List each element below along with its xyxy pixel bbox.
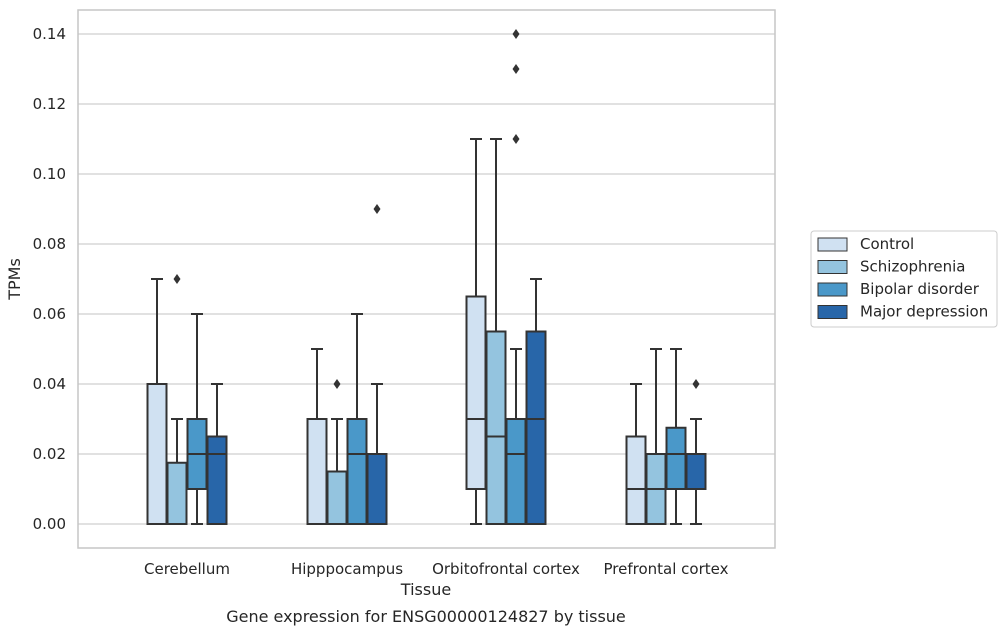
y-tick-label: 0.14	[33, 25, 66, 43]
outlier-point	[512, 134, 520, 144]
plot-area-frame	[77, 9, 776, 549]
box-major-depression	[206, 435, 228, 525]
box-groups	[146, 29, 707, 525]
outlier-point	[692, 379, 700, 389]
legend-entry-label: Bipolar disorder	[860, 280, 980, 298]
box-major-depression	[525, 330, 547, 525]
y-axis-label: TPMs	[5, 258, 24, 301]
box-major-depression	[685, 453, 707, 490]
outlier-point	[373, 204, 381, 214]
legend-entry-label: Major depression	[860, 303, 988, 321]
y-tick-label: 0.00	[33, 515, 66, 533]
box-bipolar-disorder	[665, 426, 687, 490]
x-axis-ticks: Cerebellum Hipppocampus Orbitofrontal cort…	[144, 560, 729, 578]
box-bipolar-disorder	[346, 418, 368, 525]
box-schizophrenia	[485, 330, 507, 525]
y-axis-ticks: 0.00 0.02 0.04 0.06 0.08 0.10 0.12 0.14	[33, 25, 66, 533]
legend-entry-label: Schizophrenia	[860, 258, 965, 276]
x-tick-label: Hipppocampus	[291, 560, 403, 578]
y-tick-label: 0.02	[33, 445, 66, 463]
box-control	[465, 295, 487, 490]
box-major-depression	[366, 453, 388, 525]
box-schizophrenia	[166, 461, 188, 525]
legend-swatch	[817, 282, 848, 297]
legend: Control Schizophrenia Bipolar disorder Majo…	[810, 230, 998, 328]
legend-swatch	[817, 260, 848, 274]
y-tick-label: 0.08	[33, 235, 66, 253]
box-control	[146, 383, 168, 525]
y-tick-label: 0.10	[33, 165, 66, 183]
box-group-hipppocampus	[306, 204, 388, 525]
legend-frame	[810, 230, 998, 328]
outlier-point	[512, 29, 520, 39]
box-schizophrenia	[326, 470, 348, 525]
y-tick-label: 0.06	[33, 305, 66, 323]
legend-swatch	[817, 305, 848, 319]
y-tick-label: 0.04	[33, 375, 66, 393]
legend-swatch	[817, 237, 848, 252]
x-tick-label: Prefrontal cortex	[604, 560, 729, 578]
outlier-point	[173, 274, 181, 284]
box-group-cerebellum	[146, 274, 228, 525]
box-bipolar-disorder	[505, 418, 527, 525]
x-tick-label: Orbitofrontal cortex	[432, 560, 580, 578]
y-tick-label: 0.12	[33, 95, 66, 113]
box-group-prefrontal-cortex	[625, 348, 707, 525]
chart-caption: Gene expression for ENSG00000124827 by t…	[226, 607, 626, 626]
legend-entry-label: Control	[860, 235, 914, 253]
outlier-point	[512, 64, 520, 74]
x-tick-label: Cerebellum	[144, 560, 230, 578]
x-axis-label: Tissue	[400, 580, 451, 599]
box-group-orbitofrontal-cortex	[465, 29, 547, 525]
outlier-point	[333, 379, 341, 389]
box-control	[306, 418, 328, 525]
box-control	[625, 435, 647, 525]
